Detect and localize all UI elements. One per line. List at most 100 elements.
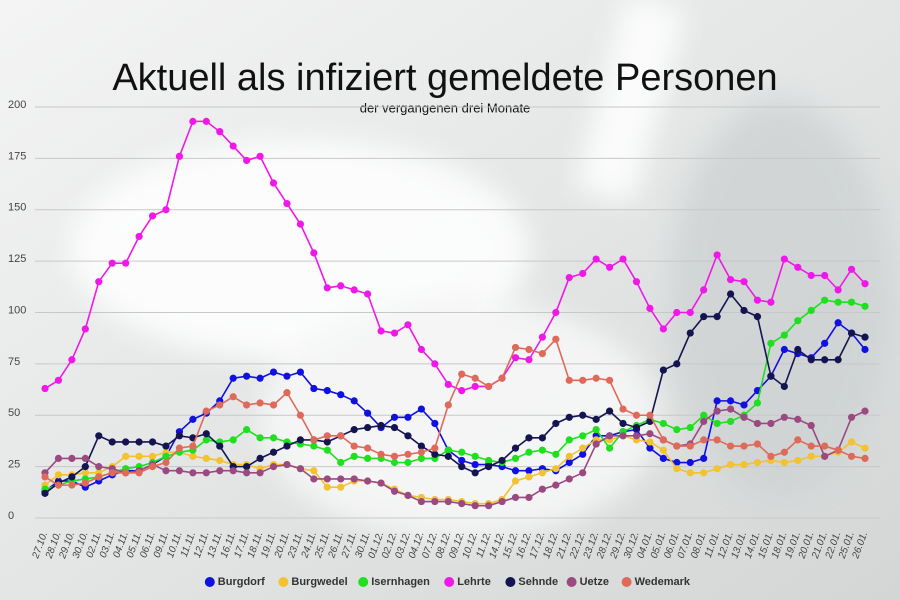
- data-point: [390, 452, 399, 460]
- data-point: [377, 421, 385, 430]
- data-point: [659, 454, 667, 463]
- data-point: [81, 463, 89, 471]
- data-point: [283, 442, 291, 450]
- data-point: [579, 432, 587, 440]
- data-point: [471, 382, 479, 391]
- data-point: [525, 448, 533, 456]
- data-point: [780, 382, 788, 391]
- data-point: [229, 374, 237, 382]
- data-point: [54, 454, 63, 463]
- data-point: [122, 438, 130, 446]
- data-point: [673, 426, 681, 434]
- data-point: [54, 471, 63, 479]
- data-point: [202, 436, 210, 444]
- data-point: [579, 444, 587, 452]
- data-point: [552, 308, 560, 317]
- data-point: [189, 442, 197, 450]
- legend-marker: [278, 577, 289, 587]
- data-point: [525, 345, 533, 354]
- data-point: [81, 479, 89, 487]
- y-tick-label: 125: [8, 253, 26, 265]
- data-point: [417, 345, 425, 354]
- data-point: [753, 419, 762, 428]
- data-point: [323, 446, 331, 454]
- data-point: [525, 356, 533, 364]
- data-point: [269, 448, 278, 456]
- data-point: [726, 290, 735, 298]
- data-point: [269, 368, 278, 376]
- data-point: [821, 296, 829, 304]
- data-point: [713, 407, 721, 415]
- data-point: [269, 434, 278, 442]
- data-point: [417, 454, 425, 463]
- data-point: [216, 456, 224, 465]
- data-point: [511, 444, 520, 452]
- data-point: [740, 460, 748, 469]
- data-point: [525, 493, 533, 502]
- data-point: [296, 220, 305, 228]
- data-point: [538, 333, 546, 341]
- data-point: [296, 368, 305, 376]
- data-point: [229, 142, 237, 150]
- data-point: [726, 442, 735, 450]
- series-line: [44, 120, 866, 392]
- data-point: [592, 255, 600, 263]
- data-point: [135, 469, 143, 477]
- data-point: [390, 423, 399, 432]
- data-point: [552, 465, 560, 473]
- y-tick-label: 100: [8, 304, 26, 316]
- legend-marker: [505, 577, 516, 587]
- data-point: [700, 411, 708, 419]
- series: [41, 117, 869, 395]
- data-point: [229, 467, 237, 475]
- series: [41, 290, 869, 497]
- data-point: [175, 467, 184, 475]
- data-point: [108, 259, 116, 267]
- data-point: [377, 479, 385, 487]
- data-point: [458, 370, 466, 378]
- data-point: [525, 473, 533, 481]
- data-point: [81, 469, 89, 477]
- data-point: [498, 497, 506, 506]
- data-point: [646, 438, 654, 446]
- data-point: [525, 467, 533, 475]
- data-point: [780, 255, 788, 263]
- legend-label: Sehnde: [518, 576, 558, 588]
- data-point: [431, 450, 439, 458]
- data-point: [579, 469, 587, 477]
- data-point: [847, 265, 856, 273]
- data-point: [659, 366, 667, 374]
- data-point: [632, 432, 641, 440]
- data-point: [821, 356, 829, 364]
- data-point: [700, 469, 708, 477]
- data-point: [847, 298, 856, 306]
- data-point: [847, 438, 856, 446]
- data-point: [216, 128, 224, 136]
- data-point: [821, 442, 829, 450]
- data-point: [216, 467, 224, 475]
- data-point: [444, 401, 452, 409]
- data-point: [350, 475, 358, 483]
- data-point: [377, 450, 385, 458]
- data-point: [256, 454, 264, 463]
- data-point: [807, 442, 815, 450]
- data-point: [485, 463, 493, 471]
- data-point: [202, 430, 210, 438]
- data-point: [605, 444, 614, 452]
- data-point: [390, 458, 399, 467]
- data-point: [485, 456, 493, 465]
- data-point: [485, 502, 493, 510]
- data-point: [619, 255, 627, 263]
- data-point: [175, 152, 184, 160]
- data-point: [444, 380, 452, 389]
- data-point: [364, 444, 372, 452]
- data-point: [202, 469, 210, 477]
- data-point: [458, 500, 466, 508]
- data-point: [659, 419, 667, 428]
- series: [41, 335, 869, 489]
- data-point: [296, 411, 305, 419]
- legend-label: Lehrte: [457, 576, 491, 588]
- data-point: [122, 469, 130, 477]
- data-point: [81, 325, 89, 333]
- data-point: [740, 413, 748, 421]
